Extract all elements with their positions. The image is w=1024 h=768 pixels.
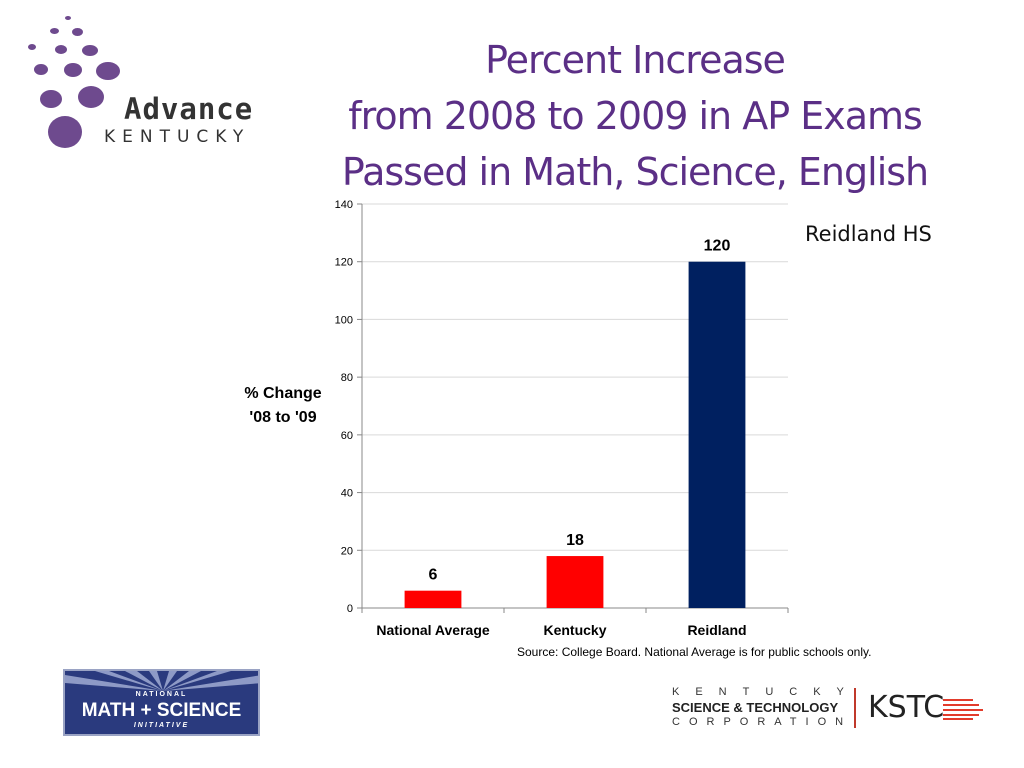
advance-logo-word: Advance xyxy=(124,92,254,126)
y-tick-label: 100 xyxy=(335,314,353,326)
y-tick-label: 0 xyxy=(347,603,353,615)
advance-logo-subword: KENTUCKY xyxy=(104,127,251,147)
x-tick-label: Reidland xyxy=(687,622,746,638)
title-line-1: Percent Increase xyxy=(485,38,786,82)
nmsi-logo: NATIONAL MATH + SCIENCE INITIATIVE xyxy=(63,669,260,736)
bar-chart: 0 20 40 60 80 100 120 140 6 National Average 18 Ken… xyxy=(335,199,789,638)
y-axis-label: % Change '08 to '09 xyxy=(228,382,338,430)
kstc-line-2: SCIENCE & TECHNOLOGY xyxy=(672,700,839,715)
kstc-line-1: KENTUCKY xyxy=(672,686,860,698)
kstc-acronym: KSTC xyxy=(868,690,945,725)
data-label: 120 xyxy=(704,238,731,255)
source-note: Source: College Board. National Average … xyxy=(517,645,872,659)
nmsi-bottom-text: INITIATIVE xyxy=(133,722,190,729)
y-tick-label: 40 xyxy=(341,488,353,500)
y-tick-label: 140 xyxy=(335,199,353,211)
y-tick-label: 20 xyxy=(341,545,353,557)
bar-1 xyxy=(404,590,462,608)
page-title: Percent Increase from 2008 to 2009 in AP… xyxy=(290,32,980,200)
title-line-2: from 2008 to 2009 in AP Exams xyxy=(348,94,923,138)
y-tick-label: 120 xyxy=(335,257,353,269)
kstc-line-3: CORPORATION xyxy=(672,716,853,728)
chart-annotation: Reidland HS xyxy=(805,222,932,246)
y-tick-label: 80 xyxy=(341,372,353,384)
bar-2 xyxy=(546,556,604,608)
title-line-3: Passed in Math, Science, English xyxy=(341,150,929,194)
y-tick-label: 60 xyxy=(341,430,353,442)
advance-kentucky-logo: Advance KENTUCKY xyxy=(22,14,282,154)
x-tick-label: Kentucky xyxy=(543,622,606,638)
bar-3 xyxy=(688,261,746,608)
data-label: 18 xyxy=(566,532,584,549)
kstc-logo: KENTUCKY SCIENCE & TECHNOLOGY CORPORATIO… xyxy=(668,686,988,736)
y-axis-label-line-1: % Change xyxy=(244,385,322,402)
kstc-divider xyxy=(854,688,856,728)
x-tick-label: National Average xyxy=(376,622,490,638)
nmsi-top-text: NATIONAL xyxy=(135,691,188,698)
nmsi-rays-icon xyxy=(65,671,258,691)
y-axis-label-line-2: '08 to '09 xyxy=(249,409,317,426)
nmsi-main-text: MATH + SCIENCE xyxy=(81,700,242,721)
kstc-speed-lines-icon xyxy=(943,699,983,720)
data-label: 6 xyxy=(429,567,438,584)
